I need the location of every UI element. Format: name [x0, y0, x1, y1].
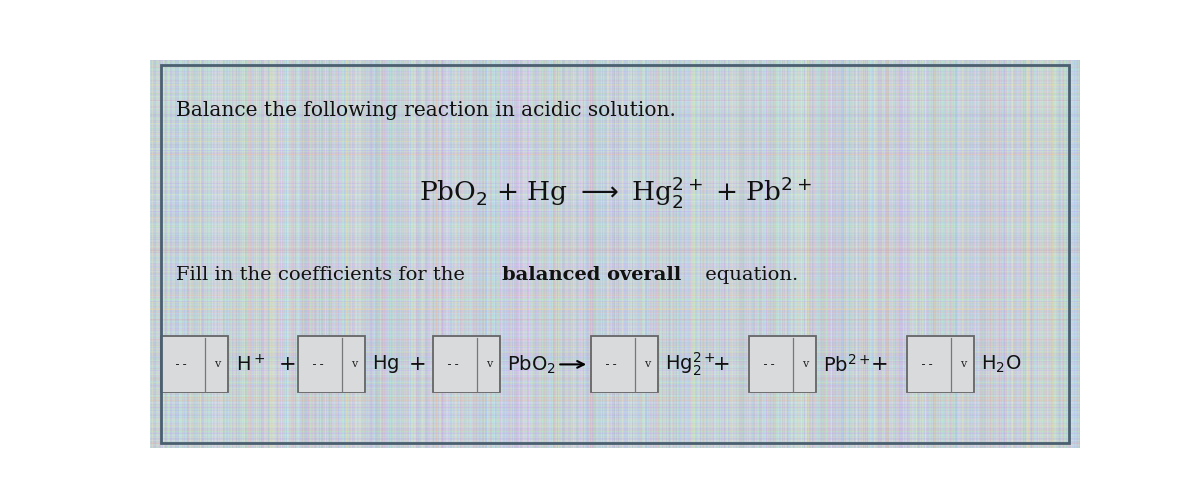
Text: v: v [350, 360, 358, 369]
Text: +: + [409, 355, 427, 374]
Text: +: + [713, 355, 731, 374]
Text: --: -- [174, 358, 188, 371]
Text: --: -- [920, 358, 935, 371]
FancyBboxPatch shape [590, 337, 658, 392]
FancyBboxPatch shape [299, 337, 364, 392]
Text: --: -- [604, 358, 618, 371]
Text: $\mathrm{H_2O}$: $\mathrm{H_2O}$ [982, 354, 1021, 375]
FancyBboxPatch shape [750, 337, 815, 392]
Text: $\mathrm{Hg}$: $\mathrm{Hg}$ [372, 354, 400, 375]
Text: +: + [278, 355, 296, 374]
Text: v: v [644, 360, 650, 369]
FancyBboxPatch shape [162, 337, 227, 392]
Text: balanced overall: balanced overall [502, 266, 680, 284]
Text: --: -- [762, 358, 776, 371]
FancyBboxPatch shape [433, 337, 499, 392]
Text: --: -- [445, 358, 460, 371]
FancyBboxPatch shape [433, 337, 499, 392]
Text: --: -- [311, 358, 325, 371]
Text: v: v [960, 360, 966, 369]
Text: v: v [215, 360, 221, 369]
Text: $\mathrm{PbO_2}$: $\mathrm{PbO_2}$ [508, 353, 556, 376]
FancyBboxPatch shape [749, 337, 816, 392]
Text: +: + [871, 355, 889, 374]
Text: equation.: equation. [698, 266, 798, 284]
Text: $\mathrm{Hg_2^{2+}}$: $\mathrm{Hg_2^{2+}}$ [665, 351, 715, 378]
FancyBboxPatch shape [298, 337, 365, 392]
FancyBboxPatch shape [161, 337, 228, 392]
Text: $\mathrm{H^+}$: $\mathrm{H^+}$ [235, 354, 265, 375]
Text: v: v [802, 360, 809, 369]
Text: v: v [486, 360, 492, 369]
Text: Fill in the coefficients for the: Fill in the coefficients for the [176, 266, 472, 284]
Text: $\mathrm{Pb^{2+}}$: $\mathrm{Pb^{2+}}$ [823, 354, 871, 375]
FancyBboxPatch shape [908, 337, 973, 392]
Text: PbO$_2$ + Hg $\longrightarrow$ Hg$_2^{2+}$ + Pb$^{2+}$: PbO$_2$ + Hg $\longrightarrow$ Hg$_2^{2+… [419, 174, 811, 210]
Text: Balance the following reaction in acidic solution.: Balance the following reaction in acidic… [176, 101, 676, 120]
FancyBboxPatch shape [907, 337, 974, 392]
FancyBboxPatch shape [592, 337, 656, 392]
